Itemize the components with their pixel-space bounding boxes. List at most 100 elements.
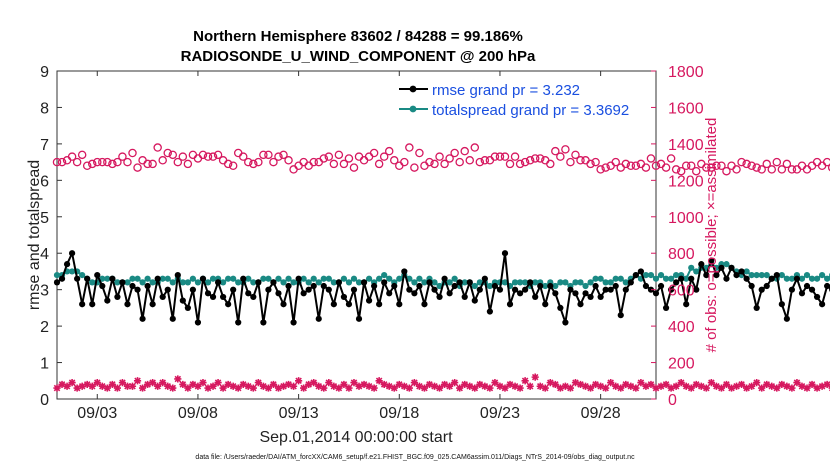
obs-assimilated-point — [425, 380, 434, 389]
obs-possible-point — [374, 159, 384, 169]
totalspread-point — [662, 275, 670, 282]
totalspread-point — [813, 275, 821, 282]
obs-possible-point — [183, 159, 193, 169]
rmse-point — [547, 282, 554, 290]
legend-box — [397, 79, 647, 119]
obs-assimilated-point — [113, 384, 122, 392]
obs-assimilated-point — [335, 384, 343, 392]
obs-possible-point — [692, 166, 701, 176]
rmse-point — [79, 301, 86, 308]
obs-possible-point — [641, 163, 651, 172]
rmse-point — [758, 286, 765, 293]
rmse-point — [89, 301, 96, 308]
obs-assimilated-point — [395, 380, 403, 389]
obs-possible-point — [535, 154, 545, 163]
totalspread-point — [220, 279, 227, 286]
rmse-point — [647, 286, 655, 293]
rmse-point — [607, 286, 614, 293]
obs-possible-point — [410, 163, 419, 172]
rmse-point — [511, 286, 519, 293]
obs-possible-point — [732, 165, 741, 174]
totalspread-point — [104, 275, 111, 282]
obs-assimilated-point — [340, 380, 348, 389]
y-tick-label: 7 — [40, 137, 49, 154]
obs-possible-point — [520, 157, 530, 167]
obs-possible-point — [762, 159, 771, 169]
totalspread-point — [451, 275, 458, 282]
totalspread-point — [572, 279, 579, 286]
rmse-point — [391, 282, 398, 290]
obs-possible-point — [576, 156, 585, 165]
rmse-point — [808, 286, 816, 293]
obs-possible-point — [87, 159, 97, 169]
obs-assimilated-point — [385, 382, 393, 390]
rmse-point — [572, 290, 579, 297]
obs-assimilated-point — [687, 384, 695, 392]
obs-possible-point — [445, 154, 454, 163]
obs-possible-point — [470, 143, 480, 152]
obs-assimilated-point — [657, 382, 665, 390]
totalspread-point — [763, 271, 770, 279]
rmse-point — [345, 301, 353, 308]
x-axis-label: Sep.01,2014 00:00:00 start — [259, 429, 453, 446]
rmse-point — [733, 271, 740, 279]
rmse-point — [703, 271, 710, 279]
y-tick-label: 3 — [40, 283, 49, 300]
rmse-point — [516, 290, 524, 297]
obs-assimilated-point — [284, 380, 293, 389]
obs-assimilated-point — [269, 380, 278, 389]
obs-assimilated-point — [748, 382, 756, 390]
obs-possible-point — [787, 165, 797, 174]
obs-assimilated-point — [531, 373, 539, 381]
rmse-point — [431, 286, 438, 293]
obs-possible-point — [631, 161, 641, 171]
rmse-point — [315, 315, 322, 322]
obs-possible-point — [737, 157, 746, 167]
obs-assimilated-point — [405, 384, 413, 392]
obs-possible-point — [269, 157, 278, 167]
obs-possible-point — [390, 156, 399, 165]
rmse-point — [265, 286, 272, 293]
obs-assimilated-point — [430, 382, 439, 390]
totalspread-point — [431, 279, 438, 286]
obs-possible-point — [334, 150, 344, 160]
obs-assimilated-point — [58, 380, 66, 389]
obs-assimilated-point — [597, 382, 605, 390]
obs-possible-point — [254, 157, 263, 167]
totalspread-point — [552, 282, 559, 290]
rmse-point — [456, 279, 463, 286]
totalspread-point — [325, 275, 332, 282]
totalspread-point — [617, 275, 624, 282]
totalspread-point — [723, 261, 730, 268]
rmse-point — [773, 271, 780, 279]
obs-assimilated-point — [415, 382, 424, 390]
obs-assimilated-point — [556, 384, 564, 392]
obs-assimilated-point — [627, 382, 635, 390]
obs-assimilated-point — [612, 382, 620, 390]
y-right-tick-label: 400 — [668, 319, 695, 336]
y-right-tick-label: 1800 — [668, 64, 704, 81]
rmse-point — [501, 250, 509, 257]
obs-assimilated-point — [345, 384, 353, 392]
obs-possible-point — [515, 159, 525, 169]
obs-possible-point — [621, 159, 631, 169]
obs-possible-point — [782, 159, 792, 169]
obs-possible-point — [72, 157, 82, 167]
obs-possible-point — [742, 159, 751, 169]
rmse-point — [652, 290, 660, 297]
rmse-point — [230, 286, 237, 293]
obs-assimilated-point — [103, 384, 111, 392]
obs-assimilated-point — [808, 380, 816, 389]
rmse-point — [119, 279, 126, 286]
obs-assimilated-point — [773, 384, 781, 392]
obs-assimilated-point — [461, 380, 469, 389]
rmse-point — [778, 301, 785, 308]
rmse-point — [250, 293, 257, 301]
rmse-point — [204, 290, 212, 297]
plot-frame — [56, 70, 657, 400]
obs-assimilated-point — [717, 384, 726, 392]
obs-possible-point — [525, 156, 535, 165]
x-tick-label: 09/23 — [480, 405, 520, 422]
obs-possible-point — [213, 150, 223, 160]
obs-possible-point — [611, 157, 620, 167]
